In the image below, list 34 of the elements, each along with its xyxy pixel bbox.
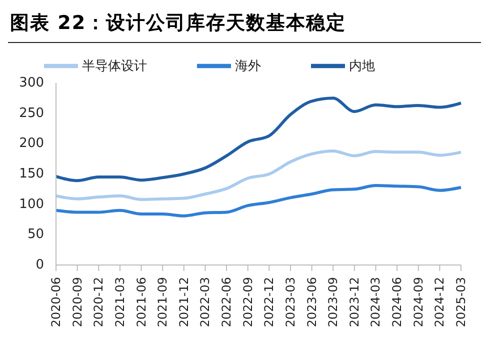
x-tick-label: 2020-09 [70, 277, 84, 328]
x-tick-label: 2024-09 [411, 277, 426, 328]
x-tick-label: 2020-12 [92, 277, 106, 328]
y-tick-label: 50 [27, 227, 44, 242]
chart-title: 图表 22：设计公司库存天数基本稳定 [8, 8, 481, 43]
y-tick-label: 100 [19, 196, 44, 212]
x-tick-label: 2022-09 [240, 277, 255, 328]
y-tick-label: 150 [19, 166, 44, 182]
x-tick-label: 2023-09 [326, 277, 340, 328]
x-tick-label: 2023-06 [304, 277, 319, 328]
y-tick-label: 300 [19, 76, 44, 90]
x-tick-label: 2021-12 [176, 277, 191, 328]
legend-label: 海外 [235, 58, 261, 74]
x-tick-label: 2021-06 [134, 277, 148, 328]
x-tick-label: 2020-06 [49, 277, 63, 328]
x-tick-label: 2024-12 [432, 277, 447, 328]
x-tick-label: 2023-12 [347, 277, 362, 328]
legend-label: 半导体设计 [82, 58, 147, 74]
x-tick-label: 2025-03 [454, 277, 468, 328]
y-tick-label: 200 [19, 136, 44, 152]
x-tick-label: 2021-03 [112, 277, 127, 328]
x-tick-label: 2022-06 [220, 277, 234, 328]
line-series [54, 184, 462, 218]
legend-label: 内地 [349, 58, 375, 74]
x-tick-label: 2021-09 [156, 277, 170, 328]
x-tick-label: 2024-06 [390, 277, 404, 328]
y-tick-label: 250 [19, 106, 44, 121]
x-tick-label: 2024-03 [368, 277, 383, 328]
line-series [54, 96, 462, 182]
x-tick-label: 2022-03 [198, 277, 212, 328]
line-series [54, 149, 462, 201]
x-tick-label: 2023-03 [283, 277, 298, 328]
y-tick-label: 0 [36, 258, 44, 272]
x-tick-label: 2022-12 [262, 277, 276, 328]
